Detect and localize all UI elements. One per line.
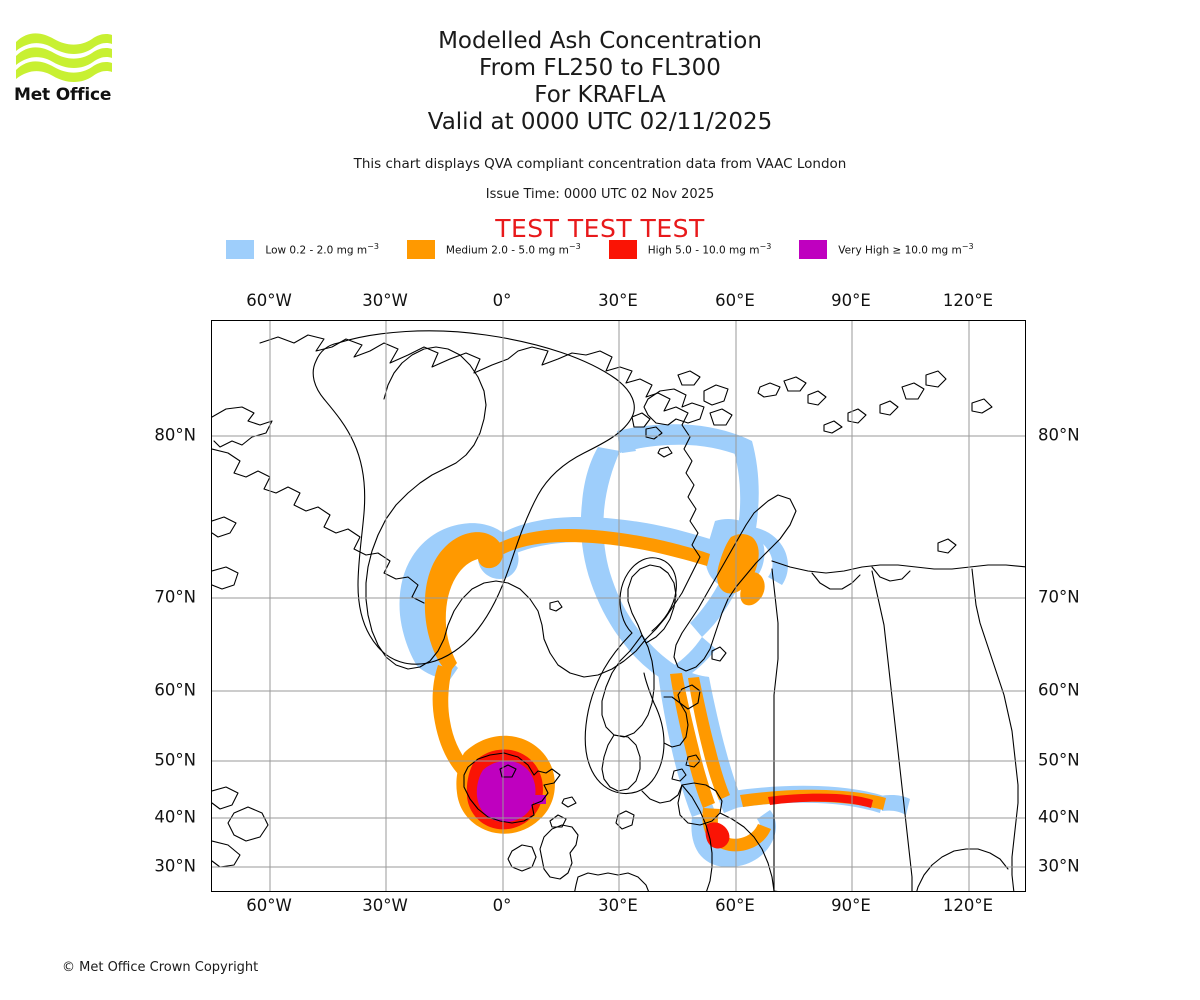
page-title: Modelled Ash Concentration From FL250 to… [0,28,1200,136]
concentration-legend: Low 0.2 - 2.0 mg m−3 Medium 2.0 - 5.0 mg… [0,240,1200,259]
legend-label-low: Low 0.2 - 2.0 mg m−3 [265,242,379,257]
legend-item-medium: Medium 2.0 - 5.0 mg m−3 [406,240,581,259]
lon-tick-top-2: 0° [492,291,512,310]
legend-item-very-high: Very High ≥ 10.0 mg m−3 [799,240,974,259]
title-line-flight-levels: From FL250 to FL300 [479,55,721,81]
copyright-footer: © Met Office Crown Copyright [62,960,259,975]
legend-swatch-medium [406,240,435,259]
lon-tick-top-6: 120°E [942,291,994,310]
lat-tick-left-5: 30°N [154,856,196,876]
lat-tick-left-0: 80°N [154,425,196,445]
legend-swatch-high [608,240,637,259]
lon-tick-bottom-2: 0° [492,896,512,915]
met-office-logo: Met Office [14,28,114,108]
lat-tick-right-2: 60°N [1038,680,1080,700]
coastlines [212,330,1025,891]
lat-tick-left-3: 50°N [154,750,196,770]
legend-swatch-low [226,240,255,259]
lon-tick-top-3: 30°E [598,291,638,310]
met-office-logo-text: Met Office [14,85,112,105]
lon-tick-bottom-0: 60°W [246,896,292,915]
lat-tick-right-3: 50°N [1038,750,1080,770]
legend-label-very-high: Very High ≥ 10.0 mg m−3 [838,242,974,257]
plume-band-very-high [476,760,546,823]
lat-tick-right-5: 30°N [1038,856,1080,876]
title-line-valid-at: Valid at 0000 UTC 02/11/2025 [427,109,773,135]
subtitle-block: This chart displays QVA compliant concen… [0,155,1200,204]
legend-swatch-very-high [799,240,828,259]
legend-label-high: High 5.0 - 10.0 mg m−3 [647,242,772,257]
lon-tick-top-1: 30°W [362,291,408,310]
title-line-main: Modelled Ash Concentration [438,28,762,54]
met-office-wave-mark [16,33,112,83]
lon-tick-top-4: 60°E [715,291,755,310]
map-canvas [212,321,1025,891]
lon-tick-bottom-1: 30°W [362,896,408,915]
lon-tick-bottom-5: 90°E [831,896,871,915]
legend-item-low: Low 0.2 - 2.0 mg m−3 [226,240,379,259]
map-gridlines [212,321,1025,891]
lat-tick-right-1: 70°N [1038,587,1080,607]
issue-time: Issue Time: 0000 UTC 02 Nov 2025 [485,187,715,202]
lat-tick-left-4: 40°N [154,807,196,827]
test-banner: TEST TEST TEST [495,214,705,243]
lat-tick-left-2: 60°N [154,680,196,700]
map-frame [211,320,1026,892]
lon-tick-top-0: 60°W [246,291,292,310]
lon-tick-bottom-6: 120°E [942,896,994,915]
title-line-volcano: For KRAFLA [534,82,666,108]
lat-tick-right-4: 40°N [1038,807,1080,827]
lat-tick-left-1: 70°N [154,587,196,607]
data-source-note: This chart displays QVA compliant concen… [353,156,847,172]
lat-tick-right-0: 80°N [1038,425,1080,445]
lon-tick-bottom-3: 30°E [598,896,638,915]
legend-label-medium: Medium 2.0 - 5.0 mg m−3 [445,242,581,257]
lon-tick-top-5: 90°E [831,291,871,310]
lon-tick-bottom-4: 60°E [715,896,755,915]
legend-item-high: High 5.0 - 10.0 mg m−3 [608,240,772,259]
ash-concentration-map [211,320,1026,892]
